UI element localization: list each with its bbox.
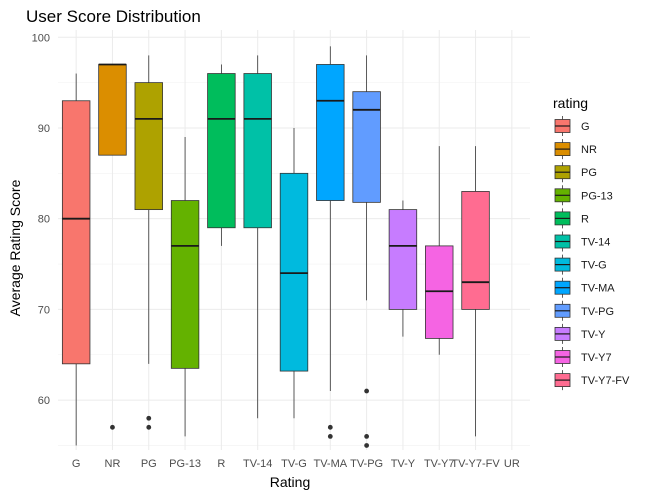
legend-item-pg: PG [554, 162, 597, 183]
x-tick-label: PG [141, 458, 157, 470]
x-tick-label: TV-PG [350, 458, 383, 470]
x-tick-label: TV-14 [243, 458, 272, 470]
legend-label: TV-14 [581, 237, 610, 249]
legend-item-tv-pg: TV-PG [554, 300, 614, 321]
box-r [207, 64, 236, 246]
x-tick-label: PG-13 [169, 458, 201, 470]
legend-label: TV-Y [581, 329, 606, 341]
legend: rating G NR PG PG-13 R TV-14 TV-G TV-MA TV-PG TV-… [553, 95, 630, 391]
x-tick-label: TV-G [281, 458, 307, 470]
box-body [461, 191, 490, 310]
box-body [388, 209, 418, 310]
outlier-point [364, 443, 370, 448]
box-pg-13 [170, 137, 200, 437]
x-tick-label: TV-MA [313, 458, 347, 470]
legend-item-tv-g: TV-G [554, 254, 607, 275]
y-tick-label: 100 [32, 32, 50, 44]
box-nr [98, 63, 127, 430]
x-tick-label: TV-Y7 [424, 458, 455, 470]
box-tv-14 [243, 55, 272, 419]
legend-label: R [581, 213, 589, 225]
legend-label: TV-Y7-FV [581, 375, 630, 387]
legend-item-tv-y7-fv: TV-Y7-FV [554, 370, 630, 391]
legend-label: TV-PG [581, 306, 614, 318]
box-tv-g [279, 127, 309, 419]
legend-item-tv-ma: TV-MA [554, 277, 615, 298]
box-tv-pg [352, 55, 381, 448]
box-body [134, 82, 163, 211]
x-tick-label: TV-Y7-FV [451, 458, 500, 470]
box-body [352, 91, 381, 203]
outlier-point [110, 424, 115, 430]
y-tick-label: 90 [38, 123, 50, 135]
legend-label: G [581, 121, 590, 133]
box-g [61, 73, 91, 446]
legend-item-tv-y7: TV-Y7 [554, 347, 612, 367]
x-tick-label: TV-Y [391, 458, 416, 470]
boxes [61, 46, 490, 448]
legend-item-tv-14: TV-14 [554, 231, 610, 252]
box-tv-ma [316, 46, 345, 439]
box-body [61, 100, 91, 365]
box-pg [134, 55, 163, 430]
legend-item-g: G [554, 116, 590, 136]
box-tv-y7 [425, 146, 454, 355]
outlier-point [327, 424, 333, 430]
box-body [98, 64, 127, 156]
box-tv-y [388, 200, 418, 337]
legend-item-r: R [554, 208, 589, 229]
x-axis-title: Rating [270, 474, 310, 490]
legend-item-nr: NR [554, 139, 597, 160]
chart-title: User Score Distribution [26, 7, 201, 26]
legend-label: PG [581, 167, 597, 179]
legend-label: TV-G [581, 260, 607, 272]
x-tick-label: UR [504, 458, 520, 470]
outlier-point [364, 388, 370, 394]
x-axis-ticks: G NR PG PG-13 R TV-14 TV-G TV-MA TV-PG TV-Y TV-Y7T… [72, 458, 520, 470]
y-axis-ticks: 60 70 80 90 100 [32, 32, 50, 407]
legend-label: TV-MA [581, 283, 615, 295]
legend-item-pg-13: PG-13 [554, 185, 613, 206]
box-body [425, 245, 454, 339]
legend-item-tv-y: TV-Y [554, 323, 606, 344]
box-body [279, 172, 309, 372]
outlier-point [327, 433, 333, 439]
box-body [316, 64, 345, 201]
box-tv-y7-fv [461, 146, 490, 437]
box-body [170, 200, 200, 369]
legend-label: TV-Y7 [581, 352, 612, 364]
x-tick-label: NR [105, 458, 121, 470]
outlier-point [146, 424, 152, 430]
y-tick-label: 60 [38, 395, 50, 407]
y-tick-label: 80 [38, 214, 50, 226]
box-body [207, 73, 236, 229]
box-body [243, 73, 272, 229]
legend-label: NR [581, 144, 597, 156]
legend-title: rating [553, 95, 588, 111]
outlier-point [364, 433, 370, 439]
y-axis-title: Average Rating Score [7, 179, 23, 316]
y-tick-label: 70 [38, 304, 50, 316]
x-tick-label: G [72, 458, 81, 470]
legend-label: PG-13 [581, 190, 613, 202]
x-tick-label: R [217, 458, 225, 470]
outlier-point [146, 415, 152, 421]
